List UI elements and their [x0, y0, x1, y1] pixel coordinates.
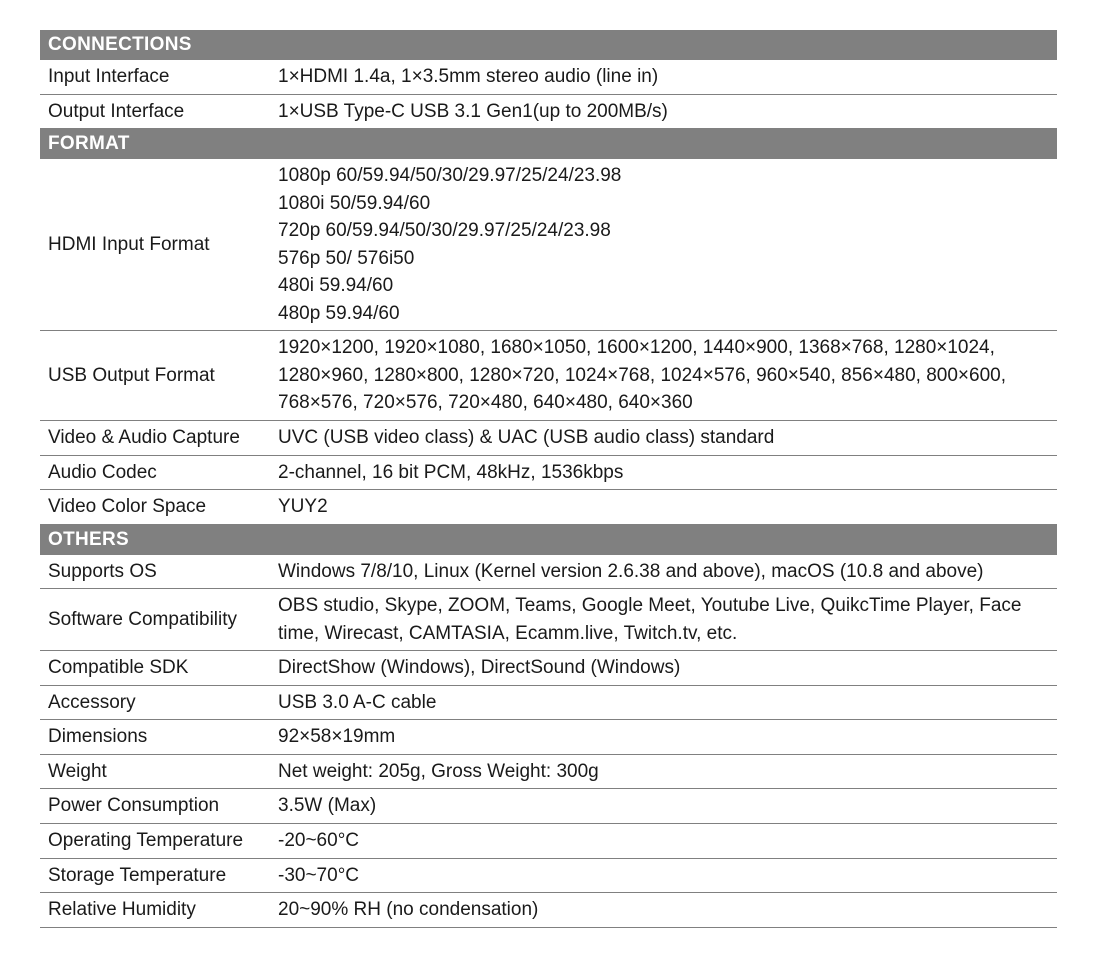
row-value: 2-channel, 16 bit PCM, 48kHz, 1536kbps	[270, 455, 1057, 490]
row-label: Input Interface	[40, 60, 270, 94]
row-value: 20~90% RH (no condensation)	[270, 893, 1057, 928]
row-value: 92×58×19mm	[270, 720, 1057, 755]
row-value: -20~60°C	[270, 824, 1057, 859]
row-label: Audio Codec	[40, 455, 270, 490]
row-label: Video & Audio Capture	[40, 421, 270, 456]
row-weight: Weight Net weight: 205g, Gross Weight: 3…	[40, 754, 1057, 789]
row-value: 1080p 60/59.94/50/30/29.97/25/24/23.98 1…	[270, 159, 1057, 331]
row-value: OBS studio, Skype, ZOOM, Teams, Google M…	[270, 589, 1057, 651]
row-label: Power Consumption	[40, 789, 270, 824]
section-title: OTHERS	[40, 524, 1057, 555]
row-value: USB 3.0 A-C cable	[270, 685, 1057, 720]
row-value: YUY2	[270, 490, 1057, 525]
row-label: HDMI Input Format	[40, 159, 270, 331]
row-value: 1×USB Type-C USB 3.1 Gen1(up to 200MB/s)	[270, 94, 1057, 129]
row-operating-temperature: Operating Temperature -20~60°C	[40, 824, 1057, 859]
row-label: Compatible SDK	[40, 651, 270, 686]
row-value: Windows 7/8/10, Linux (Kernel version 2.…	[270, 555, 1057, 589]
row-label: Software Compatibility	[40, 589, 270, 651]
row-value: 1920×1200, 1920×1080, 1680×1050, 1600×12…	[270, 331, 1057, 421]
row-power-consumption: Power Consumption 3.5W (Max)	[40, 789, 1057, 824]
row-value: 3.5W (Max)	[270, 789, 1057, 824]
row-label: Accessory	[40, 685, 270, 720]
row-software-compatibility: Software Compatibility OBS studio, Skype…	[40, 589, 1057, 651]
row-label: Video Color Space	[40, 490, 270, 525]
row-label: Operating Temperature	[40, 824, 270, 859]
row-hdmi-input-format: HDMI Input Format 1080p 60/59.94/50/30/2…	[40, 159, 1057, 331]
row-label: Relative Humidity	[40, 893, 270, 928]
row-label: Output Interface	[40, 94, 270, 129]
row-storage-temperature: Storage Temperature -30~70°C	[40, 858, 1057, 893]
row-dimensions: Dimensions 92×58×19mm	[40, 720, 1057, 755]
row-label: Weight	[40, 754, 270, 789]
row-usb-output-format: USB Output Format 1920×1200, 1920×1080, …	[40, 331, 1057, 421]
row-accessory: Accessory USB 3.0 A-C cable	[40, 685, 1057, 720]
spec-table-container: CONNECTIONS Input Interface 1×HDMI 1.4a,…	[0, 0, 1097, 968]
row-video-audio-capture: Video & Audio Capture UVC (USB video cla…	[40, 421, 1057, 456]
row-video-color-space: Video Color Space YUY2	[40, 490, 1057, 525]
row-supports-os: Supports OS Windows 7/8/10, Linux (Kerne…	[40, 555, 1057, 589]
row-label: Supports OS	[40, 555, 270, 589]
section-title: CONNECTIONS	[40, 30, 1057, 60]
section-header-connections: CONNECTIONS	[40, 30, 1057, 60]
spec-table: CONNECTIONS Input Interface 1×HDMI 1.4a,…	[40, 30, 1057, 928]
row-relative-humidity: Relative Humidity 20~90% RH (no condensa…	[40, 893, 1057, 928]
row-compatible-sdk: Compatible SDK DirectShow (Windows), Dir…	[40, 651, 1057, 686]
row-value: Net weight: 205g, Gross Weight: 300g	[270, 754, 1057, 789]
row-output-interface: Output Interface 1×USB Type-C USB 3.1 Ge…	[40, 94, 1057, 129]
row-value: UVC (USB video class) & UAC (USB audio c…	[270, 421, 1057, 456]
row-label: Dimensions	[40, 720, 270, 755]
row-label: Storage Temperature	[40, 858, 270, 893]
row-input-interface: Input Interface 1×HDMI 1.4a, 1×3.5mm ste…	[40, 60, 1057, 94]
row-label: USB Output Format	[40, 331, 270, 421]
row-value: 1×HDMI 1.4a, 1×3.5mm stereo audio (line …	[270, 60, 1057, 94]
row-value: -30~70°C	[270, 858, 1057, 893]
section-title: FORMAT	[40, 129, 1057, 160]
row-value: DirectShow (Windows), DirectSound (Windo…	[270, 651, 1057, 686]
section-header-format: FORMAT	[40, 129, 1057, 160]
section-header-others: OTHERS	[40, 524, 1057, 555]
row-audio-codec: Audio Codec 2-channel, 16 bit PCM, 48kHz…	[40, 455, 1057, 490]
